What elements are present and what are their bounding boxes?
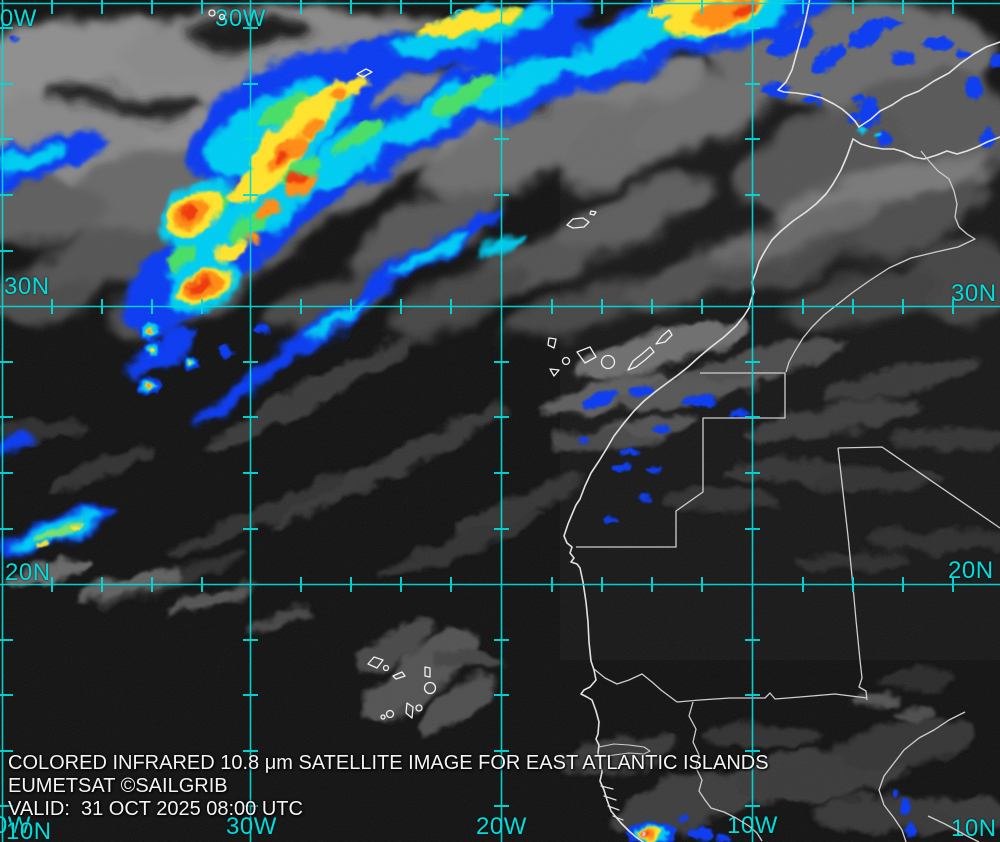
title-block: COLORED INFRARED 10.8 μm SATELLITE IMAGE…	[8, 752, 769, 821]
title-credit: EUMETSAT ©SAILGRIB	[8, 775, 228, 797]
title-validity: VALID: 31 OCT 2025 08:00 UTC	[8, 798, 303, 820]
title-product: COLORED INFRARED 10.8 μm SATELLITE IMAGE…	[8, 752, 769, 774]
